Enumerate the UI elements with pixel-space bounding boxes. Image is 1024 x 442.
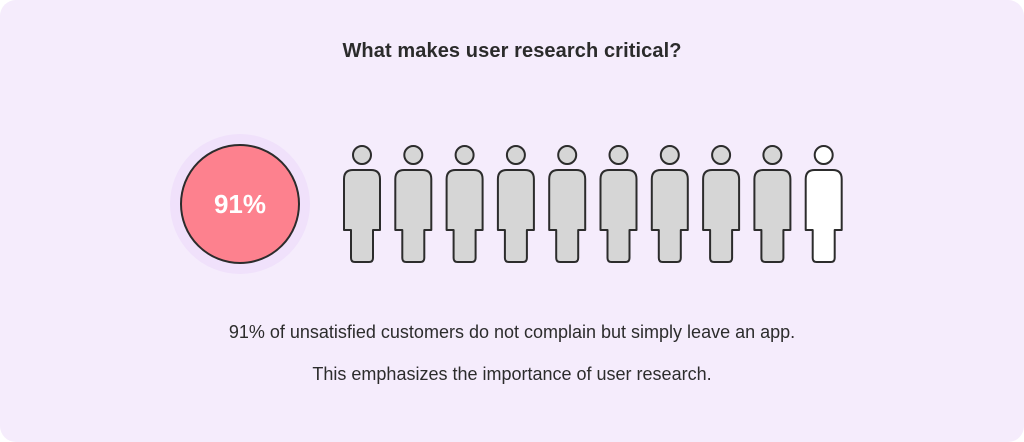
person-icon-highlighted bbox=[343, 145, 381, 263]
person-icon-highlighted bbox=[650, 145, 689, 263]
person-icon-highlighted bbox=[599, 145, 638, 263]
people-row bbox=[340, 144, 850, 268]
stat-value: 91% bbox=[213, 188, 267, 219]
infographic-title: What makes user research critical? bbox=[342, 40, 682, 62]
person-icon-highlighted bbox=[394, 145, 433, 263]
person-icon-highlighted bbox=[702, 145, 741, 263]
person-icon-highlighted bbox=[548, 145, 587, 263]
person-icon bbox=[804, 145, 843, 263]
person-icon-highlighted bbox=[445, 145, 484, 263]
people-icons bbox=[343, 145, 843, 263]
stat-circle: 91% bbox=[180, 144, 300, 264]
person-icon-highlighted bbox=[753, 145, 792, 263]
person-icon-highlighted bbox=[496, 145, 535, 263]
caption-line-2: This emphasizes the importance of user r… bbox=[312, 364, 712, 384]
caption-line-1: 91% of unsatisfied customers do not comp… bbox=[228, 322, 796, 342]
